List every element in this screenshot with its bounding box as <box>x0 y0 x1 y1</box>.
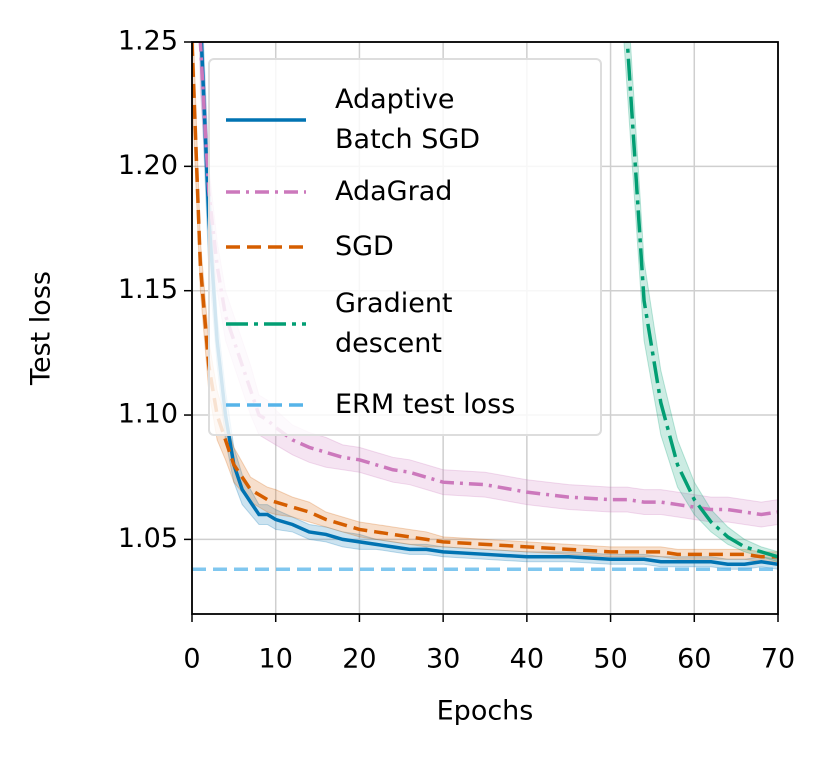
y-tick-label: 1.20 <box>118 150 178 181</box>
legend-label: AdaGrad <box>335 176 453 207</box>
x-tick-label: 70 <box>761 644 795 675</box>
legend-label: ERM test loss <box>335 389 516 420</box>
x-tick-label: 10 <box>259 644 293 675</box>
x-tick-label: 60 <box>677 644 711 675</box>
confidence-band <box>199 42 778 570</box>
x-tick-label: 0 <box>183 644 200 675</box>
y-tick-label: 1.15 <box>118 274 178 305</box>
legend-label: SGD <box>335 231 394 262</box>
plot-frame <box>191 41 779 615</box>
y-tick-label: 1.25 <box>118 26 178 57</box>
series-line <box>199 42 778 567</box>
legend-swatch <box>226 118 306 122</box>
series-line <box>625 42 778 559</box>
legend-label: Adaptive Batch SGD <box>335 84 481 155</box>
x-tick-label: 40 <box>510 644 544 675</box>
y-axis-label: Test loss <box>26 271 57 386</box>
x-tick-label: 20 <box>342 644 376 675</box>
x-tick-label: 50 <box>593 644 627 675</box>
legend: Adaptive Batch SGD AdaGrad SGD Gradient des… <box>208 58 602 436</box>
legend-swatch <box>226 190 306 194</box>
x-tick-label: 30 <box>426 644 460 675</box>
legend-swatch <box>226 245 306 249</box>
legend-label: Gradient descent <box>335 288 453 359</box>
confidence-band <box>192 42 778 563</box>
legend-swatch <box>226 322 306 326</box>
x-axis-label: Epochs <box>437 696 534 727</box>
confidence-band <box>623 42 778 563</box>
y-tick-label: 1.10 <box>118 399 178 430</box>
y-tick-label: 1.05 <box>118 523 178 554</box>
legend-swatch <box>226 403 306 407</box>
